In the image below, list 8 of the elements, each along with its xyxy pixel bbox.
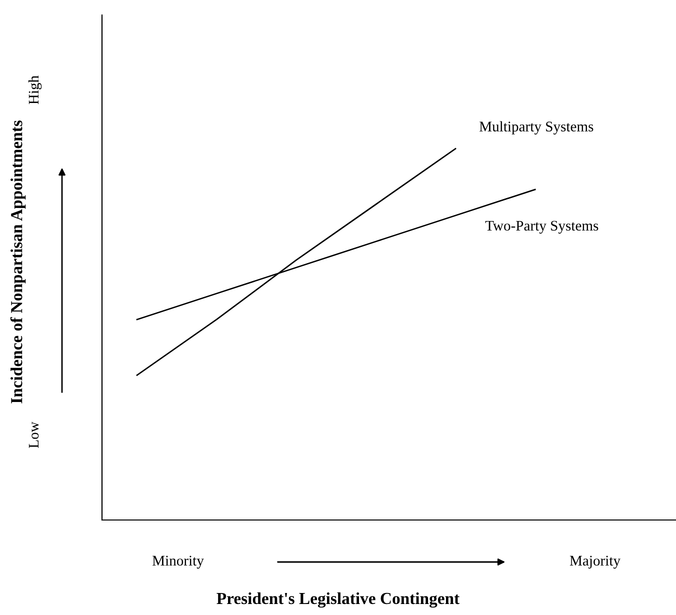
text: Minority: [152, 556, 204, 569]
x-axis-title: President's Legislative Contingent: [216, 592, 460, 608]
text: High: [28, 76, 42, 104]
series-label: Multiparty Systems: [480, 121, 594, 134]
text: Majority: [570, 556, 620, 569]
series-label: Two-Party Systems: [485, 220, 598, 234]
text: Low: [28, 422, 39, 448]
y-axis-title: Incidence of Nonpartisan Appointments: [10, 120, 26, 404]
